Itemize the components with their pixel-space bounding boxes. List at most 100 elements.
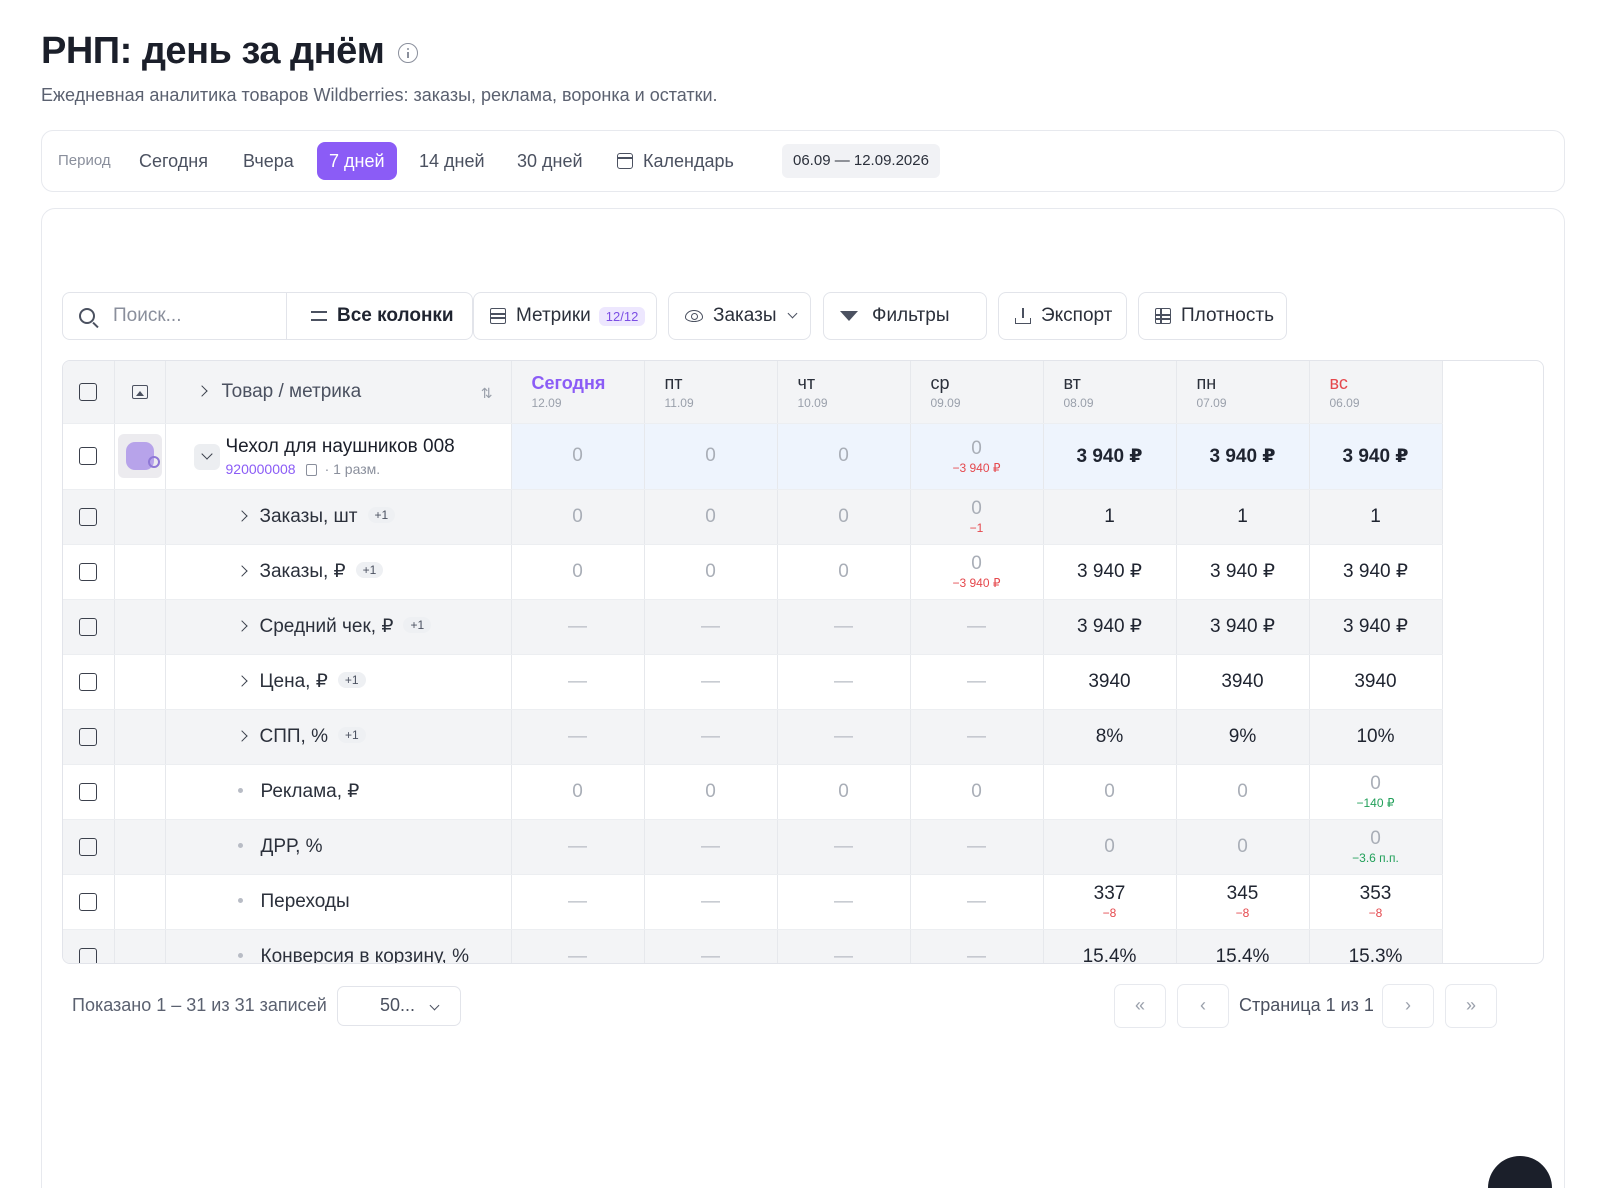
export-button[interactable]: Экспорт bbox=[998, 292, 1127, 340]
expand-icon[interactable] bbox=[235, 675, 248, 687]
image-cell bbox=[114, 599, 166, 655]
metric-row[interactable]: Реклама, ₽ 0 0 0 0 0 0 0 −140 ₽ bbox=[63, 764, 1443, 820]
density-button[interactable]: Плотность bbox=[1138, 292, 1287, 340]
metric-label: ДРР, % bbox=[260, 835, 323, 857]
value-cell: 0 −1 bbox=[910, 489, 1044, 545]
image-cell bbox=[114, 709, 166, 765]
day-date: 12.09 bbox=[531, 396, 562, 411]
cell-value: — bbox=[568, 890, 587, 912]
cell-value: 0 bbox=[705, 780, 716, 802]
value-cell: 3 940 ₽ bbox=[1043, 544, 1177, 600]
period-today-button[interactable]: Сегодня bbox=[139, 151, 208, 171]
cell-value: 15.4% bbox=[1215, 945, 1270, 964]
all-columns-button[interactable]: Все колонки bbox=[287, 305, 454, 327]
expand-icon[interactable] bbox=[235, 729, 248, 742]
product-row[interactable]: Чехол для наушников 008 920000008 · 1 раз… bbox=[63, 423, 1443, 490]
value-cell: — bbox=[511, 709, 645, 765]
value-cell: 3 940 ₽ bbox=[1176, 544, 1310, 600]
cell-value: 0 bbox=[705, 560, 716, 582]
filters-label: Фильтры bbox=[872, 305, 950, 326]
day-header-today[interactable]: Сегодня 12.09 bbox=[511, 361, 645, 424]
cell-value: 3 940 ₽ bbox=[1076, 445, 1143, 467]
value-cell: — bbox=[644, 599, 778, 655]
cell-value: — bbox=[834, 725, 853, 747]
cell-value: — bbox=[701, 725, 720, 747]
row-checkbox[interactable] bbox=[79, 727, 98, 746]
metric-row[interactable]: СПП, % +1 — — — — 8% 9% 10% bbox=[63, 709, 1443, 765]
value-cell: 353 −8 bbox=[1309, 874, 1443, 930]
copy-icon[interactable] bbox=[305, 463, 317, 476]
cell-value: 10% bbox=[1356, 725, 1395, 747]
page-size-select[interactable]: 50... bbox=[337, 986, 461, 1026]
value-cell: 8% bbox=[1043, 709, 1177, 765]
value-cell: 3940 bbox=[1176, 654, 1310, 710]
orders-dropdown[interactable]: Заказы bbox=[668, 292, 811, 340]
first-page-button[interactable]: « bbox=[1114, 984, 1166, 1028]
product-sku[interactable]: 920000008 bbox=[225, 460, 296, 477]
last-page-button[interactable]: » bbox=[1445, 984, 1497, 1028]
metric-row[interactable]: Переходы — — — —337 −8 345 −8 353 −8 bbox=[63, 874, 1443, 930]
row-checkbox[interactable] bbox=[79, 447, 98, 465]
prev-page-button[interactable]: ‹ bbox=[1177, 984, 1229, 1028]
search-input[interactable]: Поиск... bbox=[63, 293, 287, 339]
cell-delta: −3.6 п.п. bbox=[1352, 851, 1399, 865]
cell-delta: −3 940 ₽ bbox=[952, 576, 1001, 590]
metric-row[interactable]: Средний чек, ₽ +1 — — — — 3 940 ₽ 3 940 ₽ 3 940 … bbox=[63, 599, 1443, 655]
row-checkbox[interactable] bbox=[79, 947, 98, 963]
metric-row[interactable]: Конверсия в корзину, % — — — — 15.4% 15.4% 15.3… bbox=[63, 929, 1443, 964]
date-range-badge: 06.09 — 12.09.2026 bbox=[782, 144, 940, 178]
row-checkbox[interactable] bbox=[79, 617, 98, 636]
day-header-wed[interactable]: ср 09.09 bbox=[910, 361, 1044, 424]
image-cell bbox=[114, 929, 166, 963]
period-30-days-button[interactable]: 30 дней bbox=[517, 151, 583, 171]
day-date: 07.09 bbox=[1196, 396, 1227, 411]
value-cell: — bbox=[511, 819, 645, 875]
expand-icon[interactable] bbox=[235, 620, 248, 632]
day-name: вс bbox=[1329, 373, 1348, 394]
cell-value: 1 bbox=[1104, 505, 1115, 527]
day-header-fri[interactable]: пт 11.09 bbox=[644, 361, 778, 424]
value-cell: 3 940 ₽ bbox=[1309, 599, 1443, 655]
collapse-button[interactable] bbox=[193, 443, 220, 470]
expand-all-icon[interactable] bbox=[195, 385, 208, 397]
day-name: пт bbox=[664, 373, 683, 394]
period-7-days-button[interactable]: 7 дней bbox=[317, 142, 397, 180]
metric-row[interactable]: Заказы, ₽ +1 0 0 0 0 −3 940 ₽ 3 940 ₽ 3 940 ₽ 3 9… bbox=[63, 544, 1443, 600]
metric-row[interactable]: ДРР, % — — — — 0 0 0 −3.6 п.п. bbox=[63, 819, 1443, 875]
next-page-button[interactable]: › bbox=[1382, 984, 1434, 1028]
value-cell: 0 bbox=[644, 544, 778, 600]
row-checkbox[interactable] bbox=[79, 837, 98, 856]
metric-name-cell: СПП, % +1 bbox=[165, 709, 512, 765]
day-header-mon[interactable]: пн 07.09 bbox=[1176, 361, 1310, 424]
day-date: 10.09 bbox=[797, 396, 828, 411]
row-checkbox[interactable] bbox=[79, 562, 98, 581]
value-cell: 0 bbox=[511, 489, 645, 545]
select-all-checkbox[interactable] bbox=[79, 382, 98, 401]
cell-value: — bbox=[701, 890, 720, 912]
metrics-button[interactable]: Метрики 12/12 bbox=[473, 292, 657, 340]
period-yesterday-button[interactable]: Вчера bbox=[243, 151, 294, 171]
metric-row[interactable]: Цена, ₽ +1 — — — — 3940 3940 3940 bbox=[63, 654, 1443, 710]
day-header-sun[interactable]: вс 06.09 bbox=[1309, 361, 1443, 424]
image-cell bbox=[114, 874, 166, 930]
row-checkbox[interactable] bbox=[79, 507, 98, 526]
value-cell: 0 bbox=[777, 544, 911, 600]
row-checkbox[interactable] bbox=[79, 892, 98, 911]
calendar-button[interactable]: Календарь bbox=[605, 142, 746, 180]
day-header-tue[interactable]: вт 08.09 bbox=[1043, 361, 1177, 424]
name-column-header[interactable]: Товар / метрика ⇅ bbox=[165, 361, 512, 424]
day-header-thu[interactable]: чт 10.09 bbox=[777, 361, 911, 424]
cell-delta: −8 bbox=[1368, 906, 1383, 920]
filters-button[interactable]: Фильтры bbox=[823, 292, 987, 340]
expand-icon[interactable] bbox=[235, 509, 248, 522]
expand-icon[interactable] bbox=[235, 565, 248, 577]
row-checkbox[interactable] bbox=[79, 672, 98, 691]
metric-row[interactable]: Заказы, шт +1 0 0 0 0 −1 1 1 1 bbox=[63, 489, 1443, 545]
info-icon[interactable] bbox=[398, 43, 418, 63]
export-label: Экспорт bbox=[1041, 305, 1113, 326]
period-14-days-button[interactable]: 14 дней bbox=[419, 151, 485, 171]
sort-icon[interactable]: ⇅ bbox=[480, 385, 493, 401]
row-checkbox[interactable] bbox=[79, 782, 98, 801]
period-label: Период bbox=[58, 152, 111, 169]
metric-name-cell: Заказы, шт +1 bbox=[165, 489, 512, 545]
